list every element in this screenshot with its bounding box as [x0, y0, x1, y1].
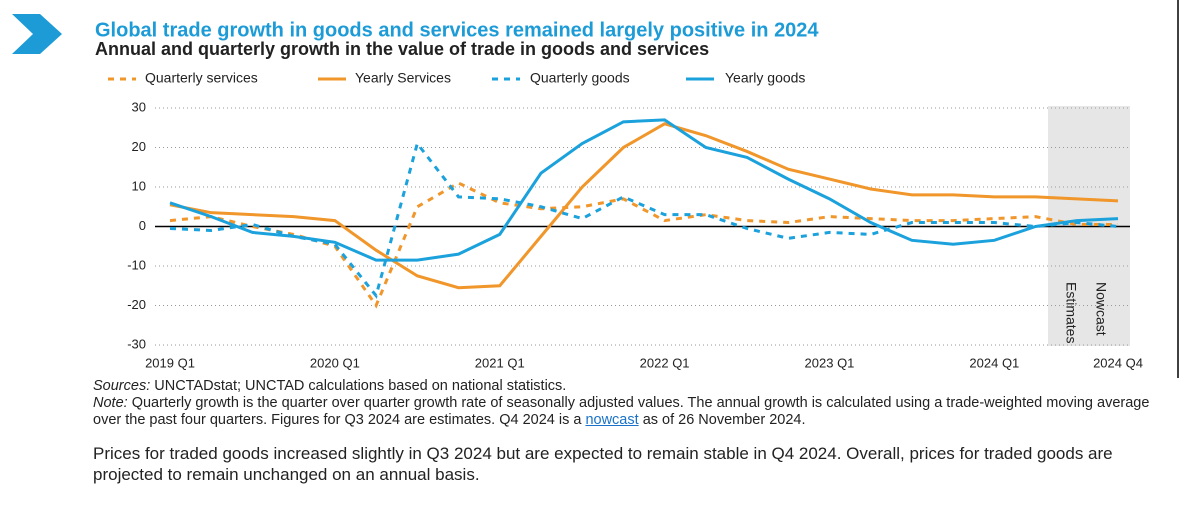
- y-tick-label: 20: [132, 139, 146, 154]
- x-tick-label: 2024 Q1: [969, 355, 1019, 370]
- y-tick-label: 10: [132, 178, 146, 193]
- series-line: [169, 122, 1119, 290]
- legend-label: Yearly goods: [725, 70, 805, 86]
- x-tick-label: 2024 Q4: [1093, 355, 1143, 370]
- y-tick-label: 30: [132, 99, 146, 114]
- sources-text: UNCTADstat; UNCTAD calculations based on…: [154, 378, 567, 394]
- x-tick-label: 2023 Q1: [805, 355, 855, 370]
- series-line: [169, 140, 1119, 299]
- note: Note: Quarterly growth is the quarter ov…: [93, 395, 1175, 429]
- series-line: [169, 118, 1119, 262]
- annotation: Nowcast: [1093, 282, 1109, 336]
- sources: Sources: UNCTADstat; UNCTAD calculations…: [93, 378, 1175, 395]
- x-tick-label: 2020 Q1: [310, 355, 360, 370]
- chevron-icon: [12, 14, 62, 54]
- legend-label: Yearly Services: [355, 70, 451, 86]
- y-tick-label: -20: [127, 297, 146, 312]
- legend-label: Quarterly goods: [530, 70, 630, 86]
- footer: Sources: UNCTADstat; UNCTAD calculations…: [93, 378, 1175, 485]
- note-text-end: as of 26 November 2024.: [642, 412, 806, 428]
- x-tick-label: 2021 Q1: [475, 355, 525, 370]
- note-text: Quarterly growth is the quarter over qua…: [93, 395, 1150, 428]
- y-tick-label: -30: [127, 336, 146, 351]
- annotation: Estimates: [1063, 282, 1079, 343]
- nowcast-link[interactable]: nowcast: [585, 412, 639, 428]
- chart: Global trade growth in goods and service…: [12, 0, 1179, 378]
- series-line: [169, 181, 1118, 309]
- sources-label: Sources:: [93, 378, 151, 394]
- paragraph: Prices for traded goods increased slight…: [93, 444, 1113, 484]
- chart-title: Global trade growth in goods and service…: [95, 19, 819, 41]
- note-label: Note:: [93, 395, 128, 411]
- chart-subtitle: Annual and quarterly growth in the value…: [95, 39, 709, 59]
- y-tick-label: 0: [139, 218, 146, 233]
- legend-label: Quarterly services: [145, 70, 258, 86]
- x-tick-label: 2019 Q1: [145, 355, 195, 370]
- y-tick-label: -10: [127, 257, 146, 272]
- x-tick-label: 2022 Q1: [640, 355, 690, 370]
